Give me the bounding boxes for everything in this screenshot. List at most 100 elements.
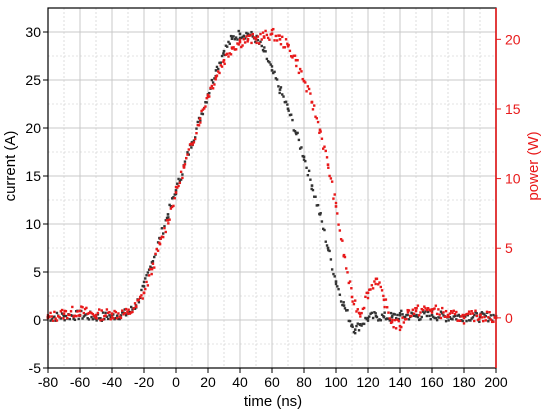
power-point (145, 280, 148, 284)
power-point (96, 311, 100, 315)
power-point (86, 312, 89, 316)
power-point (409, 314, 412, 318)
current-point (277, 85, 280, 88)
power-point (368, 288, 371, 291)
current-point (272, 71, 275, 75)
power-point (182, 166, 186, 169)
power-point (450, 310, 453, 313)
power-point (437, 308, 440, 311)
power-point (442, 311, 445, 314)
power-point (100, 309, 103, 312)
power-point (397, 319, 400, 323)
current-point (74, 310, 78, 313)
current-point (264, 50, 267, 53)
power-point (412, 312, 416, 316)
current-point (245, 31, 248, 35)
power-point (168, 218, 171, 221)
power-point (374, 282, 377, 286)
current-point (447, 319, 450, 322)
power-point (222, 58, 226, 62)
current-point (246, 32, 250, 36)
current-point (306, 174, 310, 177)
right-y-axis-title: power (W) (525, 131, 542, 200)
current-point (286, 103, 289, 106)
power-point (54, 317, 57, 320)
power-point (458, 319, 462, 322)
power-point (192, 141, 196, 144)
current-point (137, 301, 141, 304)
current-point (332, 272, 335, 276)
power-point (103, 314, 106, 318)
current-point (268, 61, 271, 64)
power-point (119, 316, 123, 320)
power-point (117, 312, 120, 315)
power-point (402, 321, 406, 324)
power-point (92, 314, 96, 317)
current-point (153, 255, 156, 259)
power-point (197, 124, 201, 127)
power-point (338, 229, 342, 232)
power-point (149, 267, 152, 271)
current-point (256, 38, 260, 42)
power-point (388, 317, 391, 320)
power-point (391, 318, 394, 322)
power-point (360, 311, 363, 315)
power-point (201, 108, 205, 111)
power-point (218, 71, 221, 75)
power-point (424, 307, 427, 310)
power-point (190, 142, 194, 146)
power-point (214, 75, 218, 79)
power-point (113, 309, 116, 313)
power-point (461, 313, 464, 317)
power-point (358, 312, 362, 315)
current-point (121, 311, 124, 314)
current-point (424, 310, 427, 313)
current-point (186, 151, 189, 154)
current-point (345, 309, 348, 312)
power-point (123, 311, 126, 315)
power-point (489, 318, 493, 321)
x-tick-label: -20 (134, 374, 154, 390)
power-point (68, 313, 71, 317)
current-point (346, 309, 349, 312)
current-point (442, 314, 445, 317)
current-point (55, 311, 59, 315)
current-point (243, 37, 247, 40)
power-point (366, 296, 370, 300)
power-point (446, 315, 449, 318)
power-point (240, 45, 243, 49)
power-point (462, 322, 466, 325)
power-point (382, 298, 386, 302)
left-y-tick-label: 15 (25, 168, 41, 184)
power-point (214, 78, 217, 81)
power-point (473, 319, 476, 323)
power-point (377, 283, 380, 286)
current-point (147, 268, 151, 271)
current-point (380, 313, 384, 316)
current-point (341, 303, 344, 307)
current-point (123, 308, 126, 311)
power-point (483, 315, 486, 319)
power-point (196, 123, 199, 127)
power-point (282, 46, 285, 49)
power-point (183, 163, 187, 166)
x-tick-label: 80 (296, 374, 312, 390)
power-point (140, 294, 143, 297)
left-y-axis-title: current (A) (2, 131, 19, 202)
power-point (176, 186, 179, 189)
current-point (478, 320, 481, 324)
current-point (170, 197, 174, 200)
current-point (450, 317, 453, 320)
power-point (78, 309, 82, 313)
current-point (336, 285, 339, 288)
current-point (478, 315, 482, 319)
current-point (455, 318, 458, 321)
power-point (174, 191, 178, 194)
current-point (374, 312, 377, 315)
current-point (388, 319, 391, 322)
current-point (310, 184, 314, 187)
power-point (261, 31, 265, 34)
power-point (309, 92, 312, 95)
power-point (59, 310, 62, 313)
power-point (213, 83, 216, 86)
